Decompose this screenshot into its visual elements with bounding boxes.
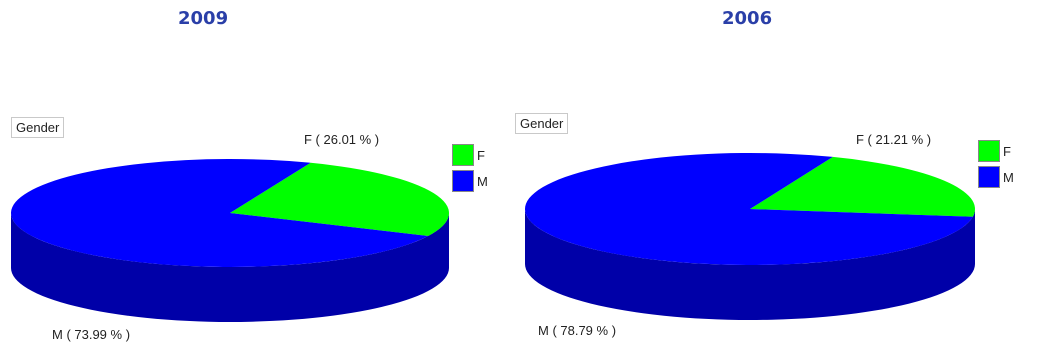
pie-slice-f <box>230 162 450 237</box>
pie-chart-2006: Gender F ( 21.21 % ) M ( 78.79 % ) F M <box>515 100 1025 352</box>
pie-svg-2009 <box>11 159 450 322</box>
legend: F M <box>978 138 1014 190</box>
legend-label-f: F <box>477 147 485 163</box>
pie-side-wall <box>11 213 449 322</box>
legend-item-m: M <box>452 168 488 194</box>
slice-label-f: F ( 21.21 % ) <box>856 132 932 147</box>
legend-title-gender: Gender <box>515 113 569 134</box>
legend-label-f: F <box>1003 143 1011 159</box>
pie-slice-f <box>750 156 975 217</box>
pie-svg-2006 <box>525 153 975 320</box>
pie-side-wall <box>525 209 975 320</box>
slice-label-m: M ( 73.99 % ) <box>52 327 131 342</box>
slice-label-f: F ( 26.01 % ) <box>304 132 380 147</box>
chart-title-2006: 2006 <box>722 8 773 29</box>
legend-title-gender: Gender <box>11 117 65 138</box>
legend-label-m: M <box>477 173 488 189</box>
legend-swatch-m <box>452 170 474 192</box>
legend: F M <box>452 142 488 194</box>
legend-swatch-f <box>978 140 1000 162</box>
pie-slice-m <box>11 159 429 267</box>
pie-chart-2009: Gender F ( 26.01 % ) M ( 73.99 % ) F M <box>0 100 510 352</box>
legend-swatch-f <box>452 144 474 166</box>
legend-item-f: F <box>978 138 1014 164</box>
legend-item-m: M <box>978 164 1014 190</box>
legend-swatch-m <box>978 166 1000 188</box>
slice-label-m: M ( 78.79 % ) <box>538 323 617 338</box>
pie-slice-m <box>525 153 973 265</box>
chart-title-2009: 2009 <box>178 8 229 29</box>
legend-label-m: M <box>1003 169 1014 185</box>
legend-item-f: F <box>452 142 488 168</box>
